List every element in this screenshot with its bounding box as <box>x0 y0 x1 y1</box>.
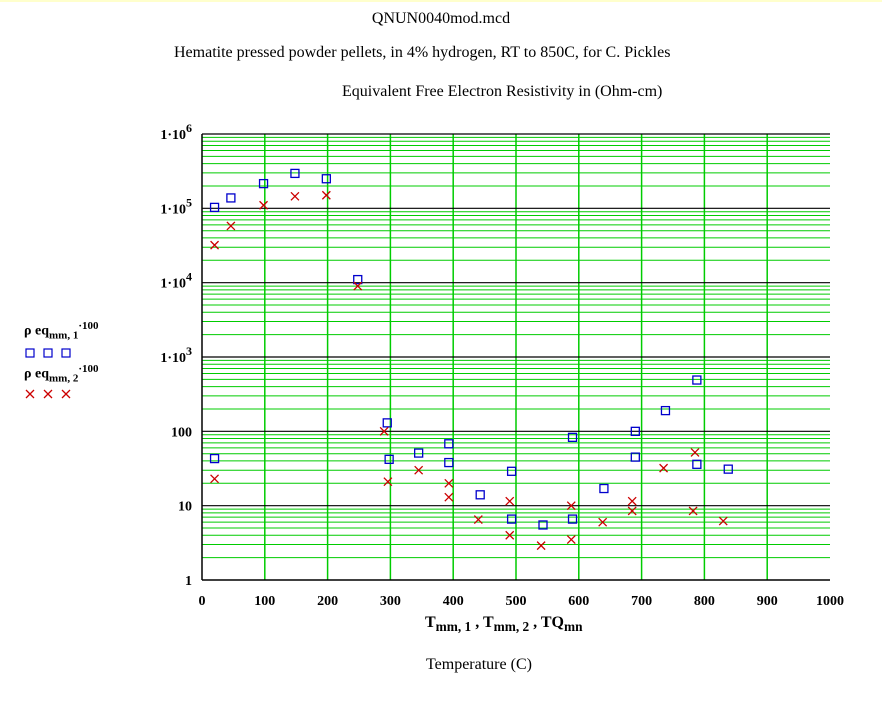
y-legend-label-series-1: ρ eqmm, 1·100 <box>24 320 99 341</box>
x-tick-label: 200 <box>317 594 338 609</box>
x-tick-label: 900 <box>757 594 778 609</box>
x-tick-label: 300 <box>380 594 401 609</box>
x-tick-label: 100 <box>254 594 275 609</box>
y-tick-label: 1·104 <box>160 270 192 292</box>
data-point-square <box>630 452 640 462</box>
x-tick-label: 0 <box>199 594 206 609</box>
x-axis-label: Temperature (C) <box>426 656 532 673</box>
data-point-square <box>353 274 363 285</box>
data-point-square <box>475 490 485 500</box>
y-tick-label: 1·106 <box>160 121 192 143</box>
data-point-square <box>567 514 578 524</box>
x-tick-label: 1000 <box>816 594 844 609</box>
x-tick-label: 600 <box>568 594 589 609</box>
data-point-square <box>538 520 548 530</box>
x-legend-3-sub: mn <box>564 619 583 635</box>
y-legend-label-series-2: ρ eqmm, 2·100 <box>24 363 99 384</box>
data-point-cross <box>226 221 236 231</box>
data-point-square <box>290 168 300 179</box>
x-legend-2-base: T <box>482 614 494 631</box>
data-point-cross <box>718 516 728 526</box>
data-point-cross <box>444 478 454 488</box>
data-point-square <box>723 464 733 474</box>
y-legend-1-sup: ·100 <box>78 320 99 332</box>
x-legend-1-base: T <box>425 614 436 631</box>
data-point-cross <box>414 465 424 475</box>
y-legend-2-sub: mm, 2 <box>49 372 79 385</box>
data-point-square <box>692 459 702 469</box>
x-legend-3-base: TQ <box>540 614 564 631</box>
y-tick-label: 1·103 <box>160 344 192 366</box>
chart-subtitle: Hematite pressed powder pellets, in 4% h… <box>174 44 671 61</box>
data-point-cross <box>688 506 698 516</box>
data-point-cross <box>505 496 515 506</box>
data-point-square <box>414 448 424 458</box>
y-tick-label: 1·105 <box>160 195 192 217</box>
legend-square-markers <box>25 348 71 358</box>
data-point-square <box>226 193 236 203</box>
data-point-cross <box>379 426 389 436</box>
data-point-square <box>209 453 220 464</box>
file-title: QNUN0040mod.mcd <box>371 10 511 27</box>
data-point-cross <box>444 492 454 502</box>
data-point-cross <box>505 530 515 540</box>
data-point-cross <box>659 463 669 473</box>
data-point-cross <box>383 477 393 487</box>
data-point-cross <box>566 501 576 511</box>
data-point-square <box>599 483 609 494</box>
x-tick-label: 400 <box>443 594 464 609</box>
x-tick-label: 800 <box>694 594 715 609</box>
data-point-square <box>209 202 220 213</box>
data-point-square <box>258 178 269 189</box>
x-legend-2-sub: mm, 2 <box>493 619 530 635</box>
x-legend-sep-2: , <box>529 614 541 631</box>
x-legend: Tmm, 1 , Tmm, 2 , TQmn <box>425 614 583 635</box>
data-point-square <box>630 426 640 436</box>
x-tick-label: 500 <box>506 594 527 609</box>
data-point-square <box>382 418 392 428</box>
data-point-cross <box>353 281 363 291</box>
y-tick-label: 100 <box>171 425 192 440</box>
data-point-square <box>506 514 517 524</box>
data-point-square <box>384 454 394 464</box>
y-legend-1-base: ρ eq <box>24 323 49 339</box>
data-point-cross <box>566 535 576 545</box>
data-point-cross <box>290 191 300 201</box>
data-point-cross <box>321 190 331 200</box>
y-tick-label: 1 <box>185 574 192 589</box>
top-border <box>0 0 882 2</box>
chart-title: Equivalent Free Electron Resistivity in … <box>342 83 663 100</box>
data-point-cross <box>210 240 220 250</box>
data-point-square <box>567 432 578 442</box>
x-legend-sep-1: , <box>471 614 483 631</box>
data-point-square <box>444 439 454 449</box>
data-point-square <box>321 174 331 184</box>
y-legend-1-sub: mm, 1 <box>49 329 79 342</box>
data-point-cross <box>598 517 608 527</box>
legend-cross-markers <box>25 389 71 399</box>
data-point-cross <box>690 447 700 457</box>
data-point-square <box>506 466 517 476</box>
data-point-cross <box>259 200 269 210</box>
data-point-cross <box>536 541 546 551</box>
y-legend-2-sup: ·100 <box>78 363 99 375</box>
data-point-square <box>444 457 454 468</box>
x-legend-1-sub: mm, 1 <box>435 619 472 635</box>
y-legend-2-base: ρ eq <box>24 366 49 382</box>
y-tick-label: 10 <box>178 500 192 515</box>
data-point-square <box>692 375 702 385</box>
data-point-cross <box>627 506 637 516</box>
x-tick-label: 700 <box>631 594 652 609</box>
data-point-cross <box>210 474 220 484</box>
data-point-cross <box>473 515 483 525</box>
data-point-cross <box>627 496 637 506</box>
data-point-square <box>660 405 671 416</box>
